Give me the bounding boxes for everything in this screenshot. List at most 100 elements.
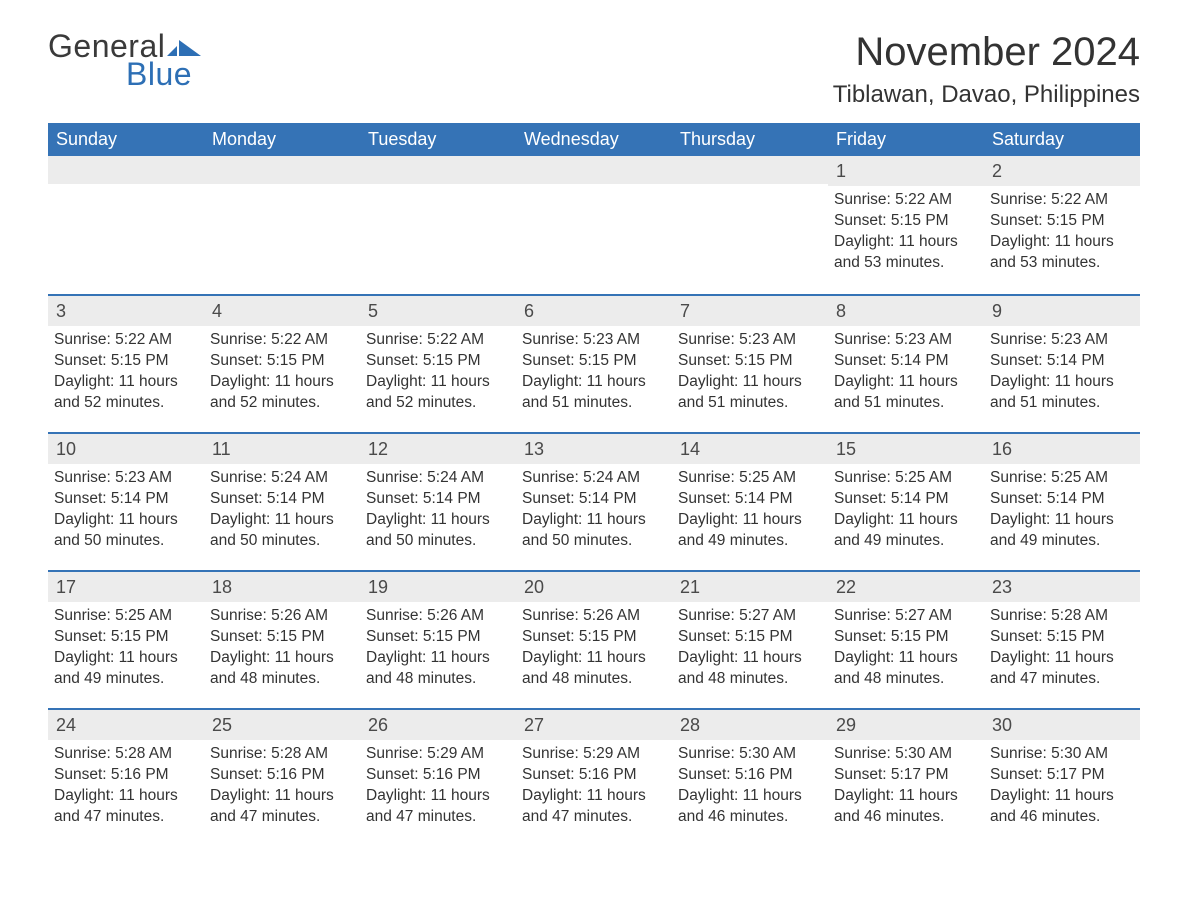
calendar-cell: 24Sunrise: 5:28 AMSunset: 5:16 PMDayligh…: [48, 710, 204, 846]
calendar-cell: 20Sunrise: 5:26 AMSunset: 5:15 PMDayligh…: [516, 572, 672, 708]
daylight-line: Daylight: 11 hours and 51 minutes.: [834, 372, 978, 414]
day-number: 28: [672, 710, 828, 740]
sunset-line: Sunset: 5:15 PM: [366, 351, 510, 372]
day-number: 11: [204, 434, 360, 464]
sunrise-line: Sunrise: 5:25 AM: [678, 468, 822, 489]
calendar-week: 10Sunrise: 5:23 AMSunset: 5:14 PMDayligh…: [48, 432, 1140, 570]
sunset-line: Sunset: 5:15 PM: [678, 351, 822, 372]
daylight-line: Daylight: 11 hours and 51 minutes.: [678, 372, 822, 414]
flag-icon: [167, 36, 201, 56]
sunset-line: Sunset: 5:15 PM: [522, 351, 666, 372]
calendar-cell: 15Sunrise: 5:25 AMSunset: 5:14 PMDayligh…: [828, 434, 984, 570]
day-number: 21: [672, 572, 828, 602]
daylight-line: Daylight: 11 hours and 50 minutes.: [522, 510, 666, 552]
sunrise-line: Sunrise: 5:26 AM: [210, 606, 354, 627]
calendar-cell: 19Sunrise: 5:26 AMSunset: 5:15 PMDayligh…: [360, 572, 516, 708]
calendar-cell: 6 Sunrise: 5:23 AMSunset: 5:15 PMDaylight…: [516, 296, 672, 432]
calendar-cell: 30Sunrise: 5:30 AMSunset: 5:17 PMDayligh…: [984, 710, 1140, 846]
daynum-bar-blank: [516, 156, 672, 184]
day-number: 23: [984, 572, 1140, 602]
weekday-header: Thursday: [672, 123, 828, 156]
sunrise-line: Sunrise: 5:29 AM: [522, 744, 666, 765]
sunrise-line: Sunrise: 5:22 AM: [366, 330, 510, 351]
sunrise-line: Sunrise: 5:22 AM: [990, 190, 1134, 211]
daylight-line: Daylight: 11 hours and 47 minutes.: [54, 786, 198, 828]
sunset-line: Sunset: 5:17 PM: [990, 765, 1134, 786]
daylight-line: Daylight: 11 hours and 46 minutes.: [834, 786, 978, 828]
calendar-cell: 5Sunrise: 5:22 AMSunset: 5:15 PMDaylight…: [360, 296, 516, 432]
calendar-cell-blank: [516, 156, 672, 294]
day-number: 5: [360, 296, 516, 326]
daynum-bar-blank: [360, 156, 516, 184]
day-number: 14: [672, 434, 828, 464]
sunrise-line: Sunrise: 5:24 AM: [522, 468, 666, 489]
sunset-line: Sunset: 5:14 PM: [990, 489, 1134, 510]
day-number: 20: [516, 572, 672, 602]
day-number: 19: [360, 572, 516, 602]
sunset-line: Sunset: 5:14 PM: [366, 489, 510, 510]
calendar-cell: 10Sunrise: 5:23 AMSunset: 5:14 PMDayligh…: [48, 434, 204, 570]
daylight-line: Daylight: 11 hours and 53 minutes.: [834, 232, 978, 274]
calendar-week: 17Sunrise: 5:25 AMSunset: 5:15 PMDayligh…: [48, 570, 1140, 708]
sunset-line: Sunset: 5:15 PM: [210, 351, 354, 372]
sunrise-line: Sunrise: 5:28 AM: [210, 744, 354, 765]
sunrise-line: Sunrise: 5:25 AM: [834, 468, 978, 489]
daylight-line: Daylight: 11 hours and 47 minutes.: [990, 648, 1134, 690]
day-number: 13: [516, 434, 672, 464]
sunrise-line: Sunrise: 5:29 AM: [366, 744, 510, 765]
sunrise-line: Sunrise: 5:24 AM: [210, 468, 354, 489]
calendar-cell: 23Sunrise: 5:28 AMSunset: 5:15 PMDayligh…: [984, 572, 1140, 708]
daylight-line: Daylight: 11 hours and 52 minutes.: [210, 372, 354, 414]
daylight-line: Daylight: 11 hours and 47 minutes.: [366, 786, 510, 828]
calendar-cell: 29Sunrise: 5:30 AMSunset: 5:17 PMDayligh…: [828, 710, 984, 846]
daylight-line: Daylight: 11 hours and 51 minutes.: [522, 372, 666, 414]
daylight-line: Daylight: 11 hours and 49 minutes.: [678, 510, 822, 552]
sunset-line: Sunset: 5:15 PM: [834, 211, 978, 232]
daylight-line: Daylight: 11 hours and 48 minutes.: [366, 648, 510, 690]
day-number: 6: [516, 296, 672, 326]
sunset-line: Sunset: 5:15 PM: [54, 351, 198, 372]
daynum-bar-blank: [204, 156, 360, 184]
calendar-cell: 9Sunrise: 5:23 AMSunset: 5:14 PMDaylight…: [984, 296, 1140, 432]
calendar-cell-blank: [672, 156, 828, 294]
brand-word2: Blue: [126, 58, 201, 90]
sunrise-line: Sunrise: 5:23 AM: [678, 330, 822, 351]
weekday-header: Wednesday: [516, 123, 672, 156]
weekday-header: Tuesday: [360, 123, 516, 156]
sunset-line: Sunset: 5:15 PM: [990, 211, 1134, 232]
sunrise-line: Sunrise: 5:24 AM: [366, 468, 510, 489]
day-number: 30: [984, 710, 1140, 740]
weekday-header-row: SundayMondayTuesdayWednesdayThursdayFrid…: [48, 123, 1140, 156]
daylight-line: Daylight: 11 hours and 49 minutes.: [834, 510, 978, 552]
calendar-cell: 14Sunrise: 5:25 AMSunset: 5:14 PMDayligh…: [672, 434, 828, 570]
daylight-line: Daylight: 11 hours and 48 minutes.: [834, 648, 978, 690]
title-block: November 2024 Tiblawan, Davao, Philippin…: [833, 30, 1140, 119]
day-number: 1: [828, 156, 984, 186]
sunset-line: Sunset: 5:15 PM: [990, 627, 1134, 648]
calendar-cell-blank: [48, 156, 204, 294]
calendar-cell-blank: [204, 156, 360, 294]
daylight-line: Daylight: 11 hours and 51 minutes.: [990, 372, 1134, 414]
sunset-line: Sunset: 5:14 PM: [990, 351, 1134, 372]
day-number: 24: [48, 710, 204, 740]
sunset-line: Sunset: 5:17 PM: [834, 765, 978, 786]
calendar-cell: 18Sunrise: 5:26 AMSunset: 5:15 PMDayligh…: [204, 572, 360, 708]
daylight-line: Daylight: 11 hours and 53 minutes.: [990, 232, 1134, 274]
sunrise-line: Sunrise: 5:30 AM: [834, 744, 978, 765]
calendar-cell: 22Sunrise: 5:27 AMSunset: 5:15 PMDayligh…: [828, 572, 984, 708]
sunset-line: Sunset: 5:16 PM: [210, 765, 354, 786]
sunrise-line: Sunrise: 5:23 AM: [522, 330, 666, 351]
sunset-line: Sunset: 5:15 PM: [210, 627, 354, 648]
day-number: 22: [828, 572, 984, 602]
sunset-line: Sunset: 5:16 PM: [366, 765, 510, 786]
sunrise-line: Sunrise: 5:22 AM: [54, 330, 198, 351]
day-number: 4: [204, 296, 360, 326]
sunrise-line: Sunrise: 5:30 AM: [678, 744, 822, 765]
brand-logo: General Blue: [48, 30, 201, 90]
weekday-header: Saturday: [984, 123, 1140, 156]
sunset-line: Sunset: 5:14 PM: [522, 489, 666, 510]
day-number: 27: [516, 710, 672, 740]
daylight-line: Daylight: 11 hours and 50 minutes.: [54, 510, 198, 552]
day-number: 8: [828, 296, 984, 326]
sunset-line: Sunset: 5:14 PM: [834, 351, 978, 372]
